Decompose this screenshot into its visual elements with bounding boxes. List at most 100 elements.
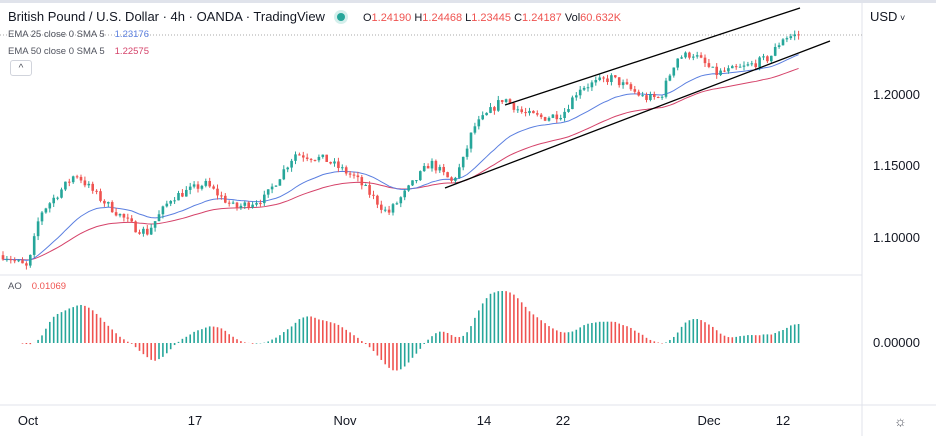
candle-body bbox=[481, 115, 484, 120]
candle-body bbox=[383, 209, 387, 211]
candle-body bbox=[259, 203, 262, 205]
candle-body bbox=[450, 177, 453, 181]
candle-body bbox=[477, 119, 481, 127]
candle-body bbox=[563, 111, 566, 118]
candle-body bbox=[469, 132, 473, 149]
candle-body bbox=[692, 56, 695, 58]
candle-body bbox=[660, 96, 664, 98]
candle-body bbox=[52, 197, 55, 204]
candle-body bbox=[173, 200, 176, 202]
candle-body bbox=[422, 166, 426, 172]
candle-body bbox=[157, 214, 161, 222]
candle-body bbox=[32, 236, 36, 255]
candle-body bbox=[590, 82, 594, 88]
candle-body bbox=[688, 52, 691, 58]
candle-body bbox=[528, 110, 531, 114]
low-value: 1.23445 bbox=[471, 12, 512, 24]
candle-body bbox=[142, 228, 145, 234]
candle-body bbox=[169, 200, 172, 204]
candle-body bbox=[407, 185, 410, 191]
candle-body bbox=[337, 161, 340, 169]
candle-body bbox=[442, 166, 445, 173]
candle-body bbox=[364, 185, 367, 187]
candle-body bbox=[695, 55, 699, 57]
candle-body bbox=[91, 183, 94, 191]
candle-body bbox=[329, 161, 332, 164]
candle-body bbox=[270, 186, 274, 190]
chevron-down-icon: ˅ bbox=[897, 13, 906, 23]
candle-body bbox=[668, 75, 672, 81]
candle-body bbox=[36, 221, 40, 237]
symbol-title[interactable]: British Pound / U.S. Dollar · 4h · OANDA… bbox=[8, 9, 325, 24]
candle-body bbox=[5, 259, 9, 261]
collapse-legend-button[interactable]: ^ bbox=[10, 60, 32, 76]
time-tick: 14 bbox=[476, 413, 492, 428]
candle-body bbox=[493, 107, 496, 111]
candle-body bbox=[711, 66, 715, 68]
candle-body bbox=[653, 94, 656, 97]
ema50-legend[interactable]: EMA 50 close 0 SMA 5 1.22575 bbox=[8, 46, 149, 57]
candle-body bbox=[391, 204, 395, 213]
candle-body bbox=[656, 96, 660, 98]
gear-icon[interactable]: ☼ bbox=[894, 413, 907, 429]
candle-body bbox=[500, 100, 504, 102]
candle-body bbox=[9, 259, 13, 261]
candle-body bbox=[251, 204, 254, 208]
candle-body bbox=[543, 117, 547, 121]
currency-menu[interactable]: USD ˅ bbox=[870, 9, 906, 24]
candle-body bbox=[649, 94, 652, 100]
ema25-value: 1.23176 bbox=[114, 29, 149, 40]
candle-body bbox=[446, 172, 449, 178]
candle-body bbox=[255, 203, 258, 205]
time-tick: Oct bbox=[17, 413, 39, 428]
high-value: 1.24468 bbox=[422, 12, 463, 24]
candle-body bbox=[185, 189, 188, 197]
candle-body bbox=[380, 204, 383, 210]
candle-body bbox=[216, 188, 219, 196]
candle-body bbox=[403, 190, 406, 198]
time-tick: Nov bbox=[333, 413, 357, 428]
candle-body bbox=[707, 63, 711, 67]
chevron-up-icon: ^ bbox=[18, 63, 24, 74]
candle-body bbox=[298, 154, 301, 156]
candle-body bbox=[103, 200, 106, 204]
candle-body bbox=[200, 185, 204, 189]
candle-body bbox=[473, 126, 477, 133]
candle-body bbox=[723, 70, 726, 72]
candle-body bbox=[95, 190, 98, 192]
candle-body bbox=[532, 110, 535, 114]
candle-body bbox=[29, 254, 32, 266]
chart-canvas[interactable] bbox=[0, 3, 936, 436]
candle-body bbox=[633, 89, 637, 92]
candle-body bbox=[333, 161, 336, 164]
candle-body bbox=[64, 181, 67, 190]
candle-body bbox=[356, 175, 360, 178]
candle-body bbox=[266, 189, 270, 195]
candle-body bbox=[294, 154, 297, 161]
candle-body bbox=[434, 160, 438, 171]
candle-body bbox=[48, 203, 52, 209]
channel-lower-trendline bbox=[444, 40, 831, 189]
candle-body bbox=[348, 173, 352, 175]
candle-body bbox=[734, 66, 738, 68]
candle-body bbox=[465, 148, 469, 157]
symbol-legend: British Pound / U.S. Dollar · 4h · OANDA… bbox=[8, 9, 622, 24]
close-value: 1.24187 bbox=[522, 12, 562, 24]
candle-body bbox=[559, 117, 562, 120]
candle-body bbox=[60, 189, 63, 198]
candle-body bbox=[352, 174, 356, 176]
candle-body bbox=[762, 56, 765, 58]
candle-body bbox=[672, 67, 676, 76]
candle-body bbox=[454, 177, 457, 181]
candle-body bbox=[504, 99, 508, 102]
ao-legend[interactable]: AO 0.01069 bbox=[8, 281, 67, 292]
time-tick: Dec bbox=[697, 413, 721, 428]
candle-body bbox=[204, 180, 208, 186]
candle-body bbox=[426, 166, 430, 169]
candle-body bbox=[699, 55, 703, 58]
candle-body bbox=[325, 154, 328, 162]
ema25-legend[interactable]: EMA 25 close 0 SMA 5 1.23176 bbox=[8, 29, 149, 40]
candle-body bbox=[777, 45, 781, 47]
open-value: 1.24190 bbox=[371, 12, 412, 24]
candle-body bbox=[99, 191, 102, 201]
